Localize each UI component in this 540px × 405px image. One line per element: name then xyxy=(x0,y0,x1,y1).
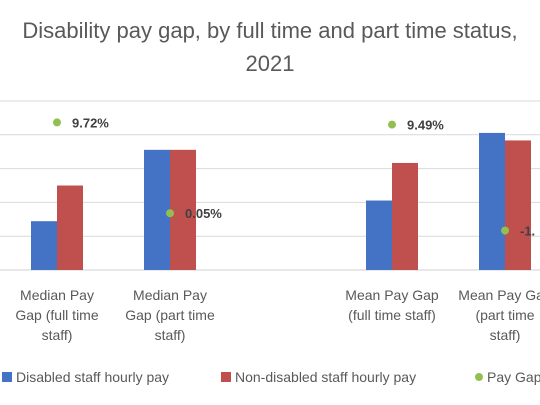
legend-label: Pay Gap xyxy=(487,369,540,385)
pay-gap-markers: 9.72% 0.05% 9.49% -1. xyxy=(53,115,535,239)
category-label: Mean Pay Gap xyxy=(345,287,439,303)
category-labels: Median Pay Gap (full time staff) Median Pay… xyxy=(15,287,540,343)
legend-swatch xyxy=(221,372,231,382)
bar-non-disabled-staff-hourly-pay xyxy=(170,149,196,270)
bar-disabled-staff-hourly-pay xyxy=(31,221,57,270)
category-label: (full time staff) xyxy=(348,307,436,323)
category-label: staff) xyxy=(42,327,73,343)
pay-gap-data-label: -1. xyxy=(520,224,535,239)
bar-disabled-staff-hourly-pay xyxy=(366,200,392,270)
pay-gap-point xyxy=(388,120,396,129)
category-label: staff) xyxy=(155,327,186,343)
legend-label: Disabled staff hourly pay xyxy=(16,369,169,385)
category-label: Gap (full time xyxy=(15,307,98,323)
category-label: (part time xyxy=(475,307,534,323)
category-label: Median Pay xyxy=(133,287,207,303)
legend-swatch xyxy=(2,372,12,382)
legend-swatch xyxy=(475,373,483,381)
bar-disabled-staff-hourly-pay xyxy=(479,132,505,270)
legend: Disabled staff hourly pay Non-disabled st… xyxy=(2,369,540,385)
bars xyxy=(31,132,531,270)
category-label: Mean Pay Gap xyxy=(458,287,540,303)
category-label: Median Pay xyxy=(20,287,94,303)
pay-gap-data-label: 9.49% xyxy=(407,118,444,133)
bar-non-disabled-staff-hourly-pay xyxy=(57,185,83,270)
pay-gap-data-label: 0.05% xyxy=(185,206,222,221)
bar-non-disabled-staff-hourly-pay xyxy=(505,140,531,270)
bar-disabled-staff-hourly-pay xyxy=(144,149,170,270)
legend-label: Non-disabled staff hourly pay xyxy=(235,369,416,385)
pay-gap-point xyxy=(53,118,61,127)
gridlines xyxy=(0,100,540,271)
category-label: Gap (part time xyxy=(125,307,215,323)
pay-gap-point xyxy=(166,209,174,218)
chart-title: Disability pay gap, by full time and par… xyxy=(22,18,518,76)
bar-non-disabled-staff-hourly-pay xyxy=(392,162,418,270)
pay-gap-point xyxy=(501,226,509,235)
pay-gap-data-label: 9.72% xyxy=(72,115,109,130)
category-label: staff) xyxy=(490,327,521,343)
